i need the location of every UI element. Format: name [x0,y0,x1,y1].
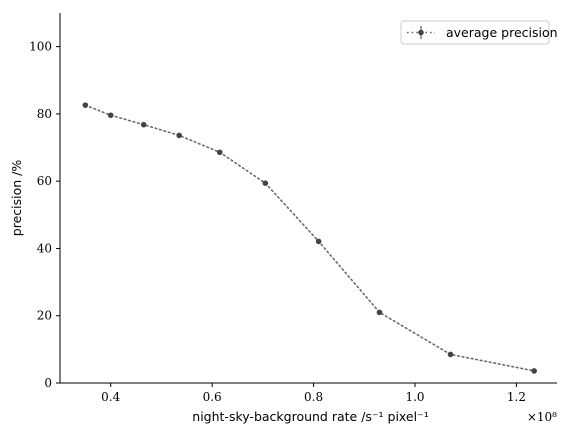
x-tick-label: 0.6 [203,390,222,404]
y-tick-label: 80 [37,107,52,121]
y-tick-label: 20 [37,309,52,323]
x-tick-label: 1.2 [507,390,526,404]
plot-area [82,102,537,374]
data-point [262,180,269,186]
data-point [447,351,454,358]
axes [59,13,557,384]
y-tick-label: 40 [37,241,52,255]
series-line [84,104,535,372]
x-axis-multiplier: ×10⁸ [527,410,557,424]
data-point [531,368,537,374]
data-point [82,102,89,108]
legend-marker-sample [418,29,424,36]
data-point [315,238,322,245]
y-tick-label: 100 [29,40,52,54]
legend: average precision [400,20,558,45]
data-point [176,132,182,139]
x-tick-label: 0.8 [304,390,323,404]
y-tick-label: 60 [37,174,52,188]
y-axis-label: precision /% [9,160,24,237]
x-axis-label: night-sky-background rate /s⁻¹ pixel⁻¹ [192,409,428,424]
data-point [107,112,114,119]
x-tick-label: 1.0 [405,390,424,404]
x-ticks: 0.4 0.6 0.8 1.0 1.2 [101,383,526,404]
data-point [376,309,383,316]
y-tick-label: 0 [44,376,52,390]
y-ticks: 0 20 40 60 80 100 [29,40,60,390]
x-tick-label: 0.4 [101,390,120,404]
legend-box [400,20,550,45]
legend-label: average precision [446,25,558,40]
data-point [140,121,147,128]
data-point [216,149,223,156]
